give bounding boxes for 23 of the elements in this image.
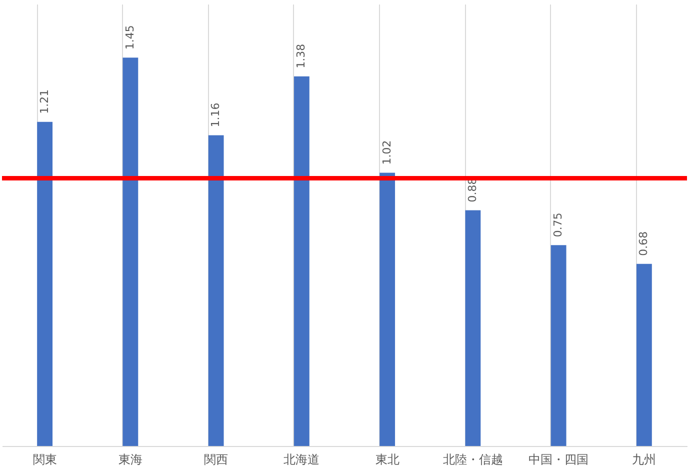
x-tick-label: 北海道 [284, 452, 320, 466]
x-tick-label: 関東 [32, 452, 57, 466]
x-tick-label: 東海 [118, 452, 142, 466]
x-tick-label: 東北 [375, 452, 400, 466]
data-label: 0.75 [552, 212, 565, 238]
x-tick-label: 北陸・信越 [442, 452, 503, 466]
x-tick-label: 関西 [204, 452, 228, 466]
bar [122, 58, 138, 446]
bar [208, 135, 224, 446]
x-tick-label: 九州 [632, 452, 656, 466]
bar [37, 122, 53, 446]
bar [465, 210, 481, 446]
bar [294, 76, 310, 446]
bar [550, 245, 566, 446]
data-label: 1.45 [123, 25, 136, 50]
bar [380, 172, 396, 446]
bar [636, 264, 652, 446]
x-tick-label: 中国・四国 [528, 452, 589, 466]
data-label: 1.38 [294, 44, 308, 68]
data-label: 0.68 [637, 231, 650, 256]
data-label: 1.02 [380, 140, 394, 165]
data-label: 1.16 [209, 102, 222, 128]
data-label: 1.21 [38, 89, 51, 114]
